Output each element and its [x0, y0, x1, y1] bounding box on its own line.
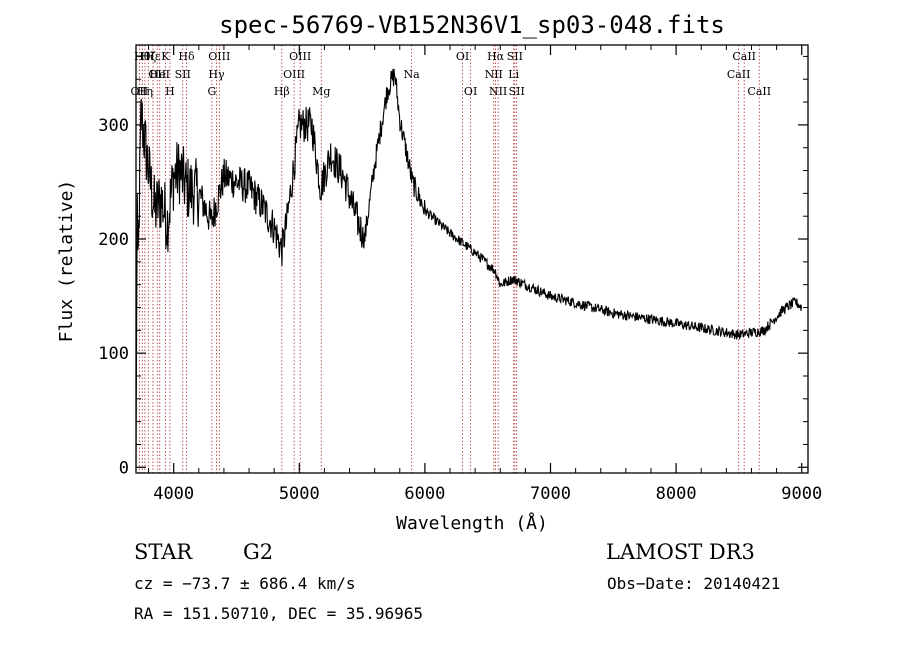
line-label-5: OII — [148, 68, 166, 81]
redshift-text: cz = −73.7 ± 686.4 km/s — [134, 574, 356, 593]
object-subclass: G2 — [243, 540, 274, 564]
plot-frame — [135, 44, 809, 474]
obs-date-text: Obs−Date: 20140421 — [607, 574, 781, 593]
x-axis-label: Wavelength (Å) — [396, 512, 548, 534]
line-label-6: HeI — [150, 68, 170, 81]
x-tick-label-4: 8000 — [656, 484, 697, 504]
x-tick-label-1: 5000 — [279, 484, 320, 504]
line-label-18: Na — [403, 68, 420, 81]
object-class: STAR — [134, 540, 193, 564]
x-tick-label-0: 4000 — [153, 484, 194, 504]
line-label-17: Mg — [312, 85, 330, 98]
line-label-26: SII — [509, 85, 525, 98]
line-labels: OIIHθHηHζHεOIIHeIKHSIIHδGHγOIIIHβOIIIOII… — [131, 50, 772, 98]
survey-name: LAMOST DR3 — [606, 540, 755, 564]
line-label-20: OI — [464, 85, 477, 98]
coords-text: RA = 151.50710, DEC = 35.96965 — [134, 604, 423, 623]
spectrum-line — [135, 68, 803, 468]
line-markers — [138, 45, 760, 473]
x-tick-label-3: 7000 — [530, 484, 571, 504]
line-label-8: H — [165, 85, 175, 98]
x-tick-label-2: 6000 — [404, 484, 445, 504]
line-label-15: OIII — [283, 68, 305, 81]
line-label-23: NII — [489, 85, 507, 98]
line-label-28: CaII — [732, 50, 756, 63]
line-label-16: OIII — [289, 50, 311, 63]
line-label-25: SII — [507, 50, 523, 63]
y-tick-label-1: 100 — [98, 344, 129, 364]
y-axis-label: Flux (relative) — [56, 180, 77, 343]
line-label-7: K — [161, 50, 170, 63]
line-label-12: Hγ — [208, 68, 225, 81]
line-label-24: Li — [508, 68, 519, 81]
line-label-22: Hα — [487, 50, 505, 63]
line-label-14: Hβ — [274, 85, 290, 98]
line-label-1: Hθ — [134, 50, 151, 63]
line-label-11: G — [207, 85, 216, 98]
y-tick-label-0: 0 — [119, 458, 129, 478]
y-tick-label-2: 200 — [98, 230, 129, 250]
axis-ticks — [136, 45, 808, 473]
line-label-2: Hη — [137, 85, 153, 98]
line-label-10: Hδ — [178, 50, 195, 63]
x-tick-label-5: 9000 — [781, 484, 822, 504]
line-label-27: CaII — [727, 68, 751, 81]
line-label-19: OI — [456, 50, 469, 63]
line-label-21: NII — [485, 68, 503, 81]
tick-labels: 4000 5000 6000 7000 8000 9000 0 100 200 300 — [98, 116, 822, 504]
line-label-29: CaII — [747, 85, 771, 98]
line-label-0: OII — [131, 85, 149, 98]
y-tick-label-3: 300 — [98, 116, 129, 136]
chart-title: spec-56769-VB152N36V1_sp03-048.fits — [219, 11, 725, 39]
line-label-9: SII — [175, 68, 191, 81]
line-label-13: OIII — [208, 50, 230, 63]
line-label-4: Hε — [145, 50, 161, 63]
line-label-3: Hζ — [141, 50, 157, 63]
